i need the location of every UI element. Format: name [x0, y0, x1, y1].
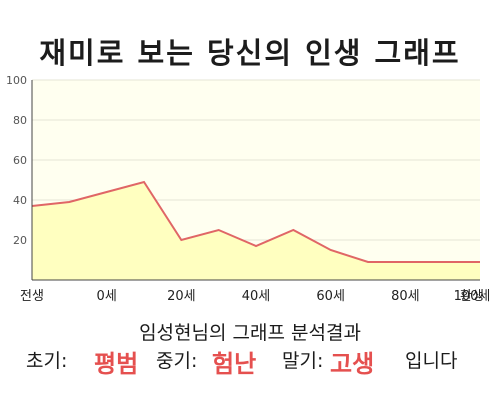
late-stage-value: 고생: [330, 350, 375, 378]
analysis-stages: 초기: 평범 중기: 험난 말기: 고생 입니다: [0, 346, 500, 380]
x-tick-label: 0세: [97, 289, 117, 304]
middle-stage-label: 중기:: [156, 350, 198, 372]
analysis-result-title: 임성현님의 그래프 분석결과: [139, 322, 361, 344]
area-fill: [32, 182, 480, 280]
y-tick-label: 20: [13, 234, 27, 247]
y-tick-label: 40: [13, 194, 27, 207]
x-tick-label: 전생: [20, 289, 44, 304]
x-tick-label: 100세: [454, 289, 491, 304]
chart-title: 재미로 보는 당신의 인생 그래프: [39, 36, 461, 70]
x-tick-label: 40세: [242, 289, 271, 304]
x-tick-label: 80세: [391, 289, 420, 304]
early-stage-label: 초기:: [26, 350, 68, 372]
x-tick-label: 60세: [316, 289, 345, 304]
x-tick-label: 20세: [167, 289, 196, 304]
y-tick-label: 80: [13, 114, 27, 127]
y-tick-label: 60: [13, 154, 27, 167]
y-tick-label: 100: [6, 74, 27, 87]
result-suffix: 입니다: [405, 350, 458, 372]
late-stage-label: 말기:: [282, 350, 324, 372]
series-line: [31, 180, 480, 263]
middle-stage-value: 험난: [212, 350, 257, 378]
early-stage-value: 평범: [94, 350, 139, 378]
x-tick-label: 환생: [460, 289, 484, 304]
